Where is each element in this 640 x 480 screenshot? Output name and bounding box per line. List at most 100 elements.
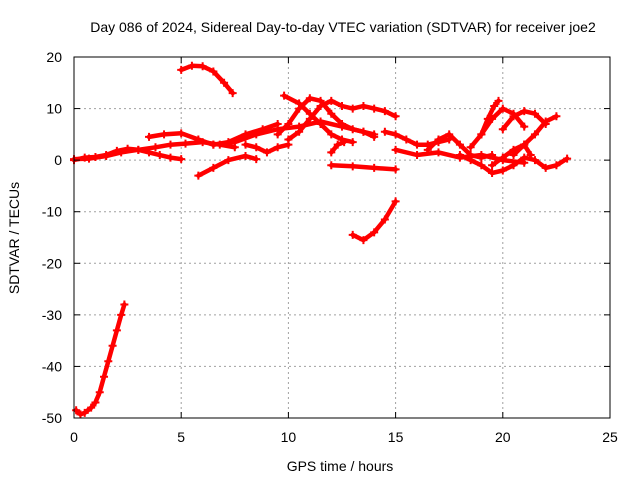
data-point — [100, 372, 109, 381]
data-point — [434, 135, 443, 144]
series-arc17 — [423, 130, 497, 162]
x-axis-label: GPS time / hours — [287, 458, 394, 474]
data-point — [327, 109, 336, 118]
data-point — [295, 127, 304, 136]
data-point — [108, 341, 117, 350]
data-point — [194, 135, 203, 144]
data-point — [520, 107, 529, 116]
data-point — [370, 163, 379, 172]
data-point — [80, 408, 89, 417]
y-tick-label: -40 — [42, 358, 62, 374]
axis-ticks — [73, 56, 611, 419]
data-point — [327, 148, 336, 157]
data-point — [338, 101, 346, 110]
data-point — [370, 228, 379, 237]
data-point — [541, 120, 550, 129]
data-point — [117, 310, 126, 319]
data-point — [348, 138, 357, 147]
data-point — [359, 101, 368, 110]
data-point — [273, 130, 282, 139]
data-point — [530, 130, 539, 139]
data-point — [488, 169, 497, 178]
data-point — [198, 62, 207, 71]
data-point — [112, 326, 121, 335]
data-point — [348, 162, 357, 171]
data-point — [509, 150, 518, 159]
data-point — [160, 130, 169, 139]
data-point — [134, 145, 143, 154]
data-point — [209, 163, 218, 172]
data-point — [526, 150, 535, 159]
y-tick-label: -20 — [42, 255, 62, 271]
data-point — [477, 161, 486, 170]
data-point — [295, 99, 304, 108]
data-point — [338, 120, 346, 129]
data-point — [252, 155, 261, 164]
data-point — [224, 156, 233, 165]
data-point — [563, 154, 572, 163]
data-point — [340, 138, 349, 147]
series-arc19 — [455, 150, 572, 178]
data-point — [72, 406, 81, 415]
y-tick-label: 10 — [46, 101, 62, 117]
y-tick-label: -10 — [42, 204, 62, 220]
data-point — [391, 130, 400, 139]
data-point — [391, 165, 400, 174]
data-point — [391, 197, 400, 206]
x-tick-label: 25 — [602, 429, 618, 445]
data-point — [177, 65, 186, 74]
series-arc6 — [194, 152, 261, 180]
data-point — [220, 78, 229, 87]
data-point — [359, 236, 368, 245]
data-point — [327, 96, 336, 105]
data-point — [280, 91, 289, 100]
data-point — [380, 107, 389, 116]
x-tick-label: 20 — [495, 429, 511, 445]
data-point — [305, 94, 314, 103]
data-point — [181, 139, 190, 148]
data-point — [348, 104, 357, 113]
data-point — [120, 300, 129, 309]
data-point — [477, 130, 486, 139]
series-arc12 — [327, 138, 349, 157]
data-point — [530, 156, 539, 165]
y-tick-label: -50 — [42, 410, 62, 426]
series-line — [329, 163, 398, 172]
data-point — [155, 150, 164, 159]
x-tick-label: 0 — [70, 429, 78, 445]
data-point — [305, 114, 314, 123]
data-point — [483, 114, 492, 123]
y-axis-label: SDTVAR / TECUs — [6, 182, 22, 294]
data-point — [498, 166, 507, 175]
data-point — [455, 150, 464, 159]
series-arc9 — [273, 94, 379, 139]
data-point — [102, 152, 111, 161]
series-line — [479, 98, 501, 137]
data-point — [413, 150, 422, 159]
y-tick-label: 20 — [46, 49, 62, 65]
data-point — [541, 163, 550, 172]
data-point — [509, 161, 518, 170]
data-point — [85, 154, 94, 163]
data-point — [87, 403, 96, 412]
data-point — [520, 140, 529, 149]
data-point — [494, 96, 503, 105]
series-arc1 — [72, 300, 129, 419]
y-tick-labels: 20 10 0 -10 -20 -30 -40 -50 — [42, 49, 62, 426]
data-point — [490, 101, 499, 110]
data-point — [477, 153, 486, 162]
data-point — [76, 410, 85, 419]
series-arc23 — [498, 107, 550, 134]
data-point — [241, 140, 250, 149]
data-point — [95, 388, 104, 397]
x-tick-labels: 0 5 10 15 20 25 — [70, 429, 618, 445]
data-point — [252, 130, 261, 139]
data-point — [509, 112, 518, 121]
data-point — [166, 140, 175, 149]
data-point — [252, 143, 261, 152]
data-point — [434, 148, 443, 157]
x-tick-label: 15 — [388, 429, 404, 445]
data-point — [273, 143, 282, 152]
